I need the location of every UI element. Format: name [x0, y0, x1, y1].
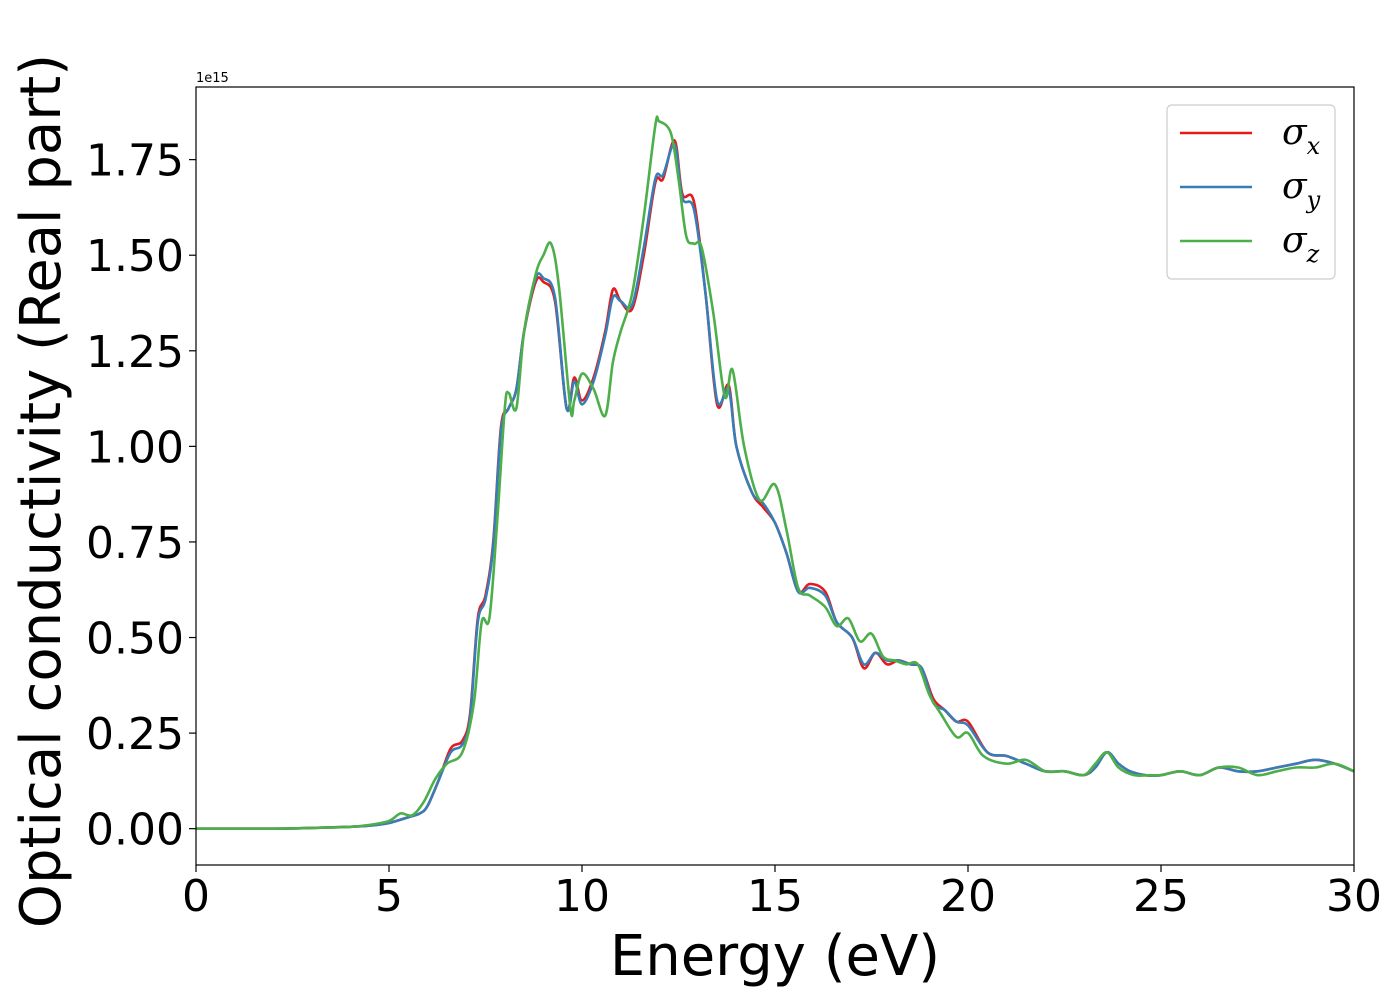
- legend-frame: [1166, 104, 1336, 280]
- y-axis: 0.00 0.25 0.50 0.75 1.00 1.25 1.50 1.75: [86, 136, 196, 856]
- y-tick-label: 1.00: [86, 422, 184, 473]
- x-tick-label: 0: [182, 871, 210, 922]
- x-tick-label: 30: [1326, 871, 1382, 922]
- legend-label-x: σx: [1282, 112, 1321, 160]
- legend-label-z: σz: [1282, 220, 1320, 268]
- y-tick-label: 1.25: [86, 327, 184, 378]
- y-tick-label: 0.75: [86, 518, 184, 569]
- y-tick-label: 1.75: [86, 136, 184, 187]
- y-offset-label: 1e15: [196, 71, 229, 86]
- y-tick-label: 0.25: [86, 709, 184, 760]
- x-tick-label: 25: [1133, 871, 1189, 922]
- y-tick-label: 0.50: [86, 614, 184, 665]
- series-line-z: [196, 115, 1354, 831]
- x-tick-label: 10: [554, 871, 610, 922]
- x-tick-label: 20: [940, 871, 996, 922]
- x-tick-label: 15: [747, 871, 803, 922]
- x-axis-title: Energy (eV): [610, 924, 940, 989]
- y-tick-label: 0.00: [86, 805, 184, 856]
- legend-label-y: σy: [1282, 166, 1321, 214]
- x-axis: 0 5 10 15 20 25 30: [182, 865, 1382, 922]
- y-axis-title: Optical conductivity (Real part): [9, 54, 74, 928]
- legend: σx σy σz: [1166, 104, 1336, 280]
- y-tick-label: 1.50: [86, 231, 184, 282]
- x-tick-label: 5: [375, 871, 403, 922]
- series-layer: [196, 115, 1354, 831]
